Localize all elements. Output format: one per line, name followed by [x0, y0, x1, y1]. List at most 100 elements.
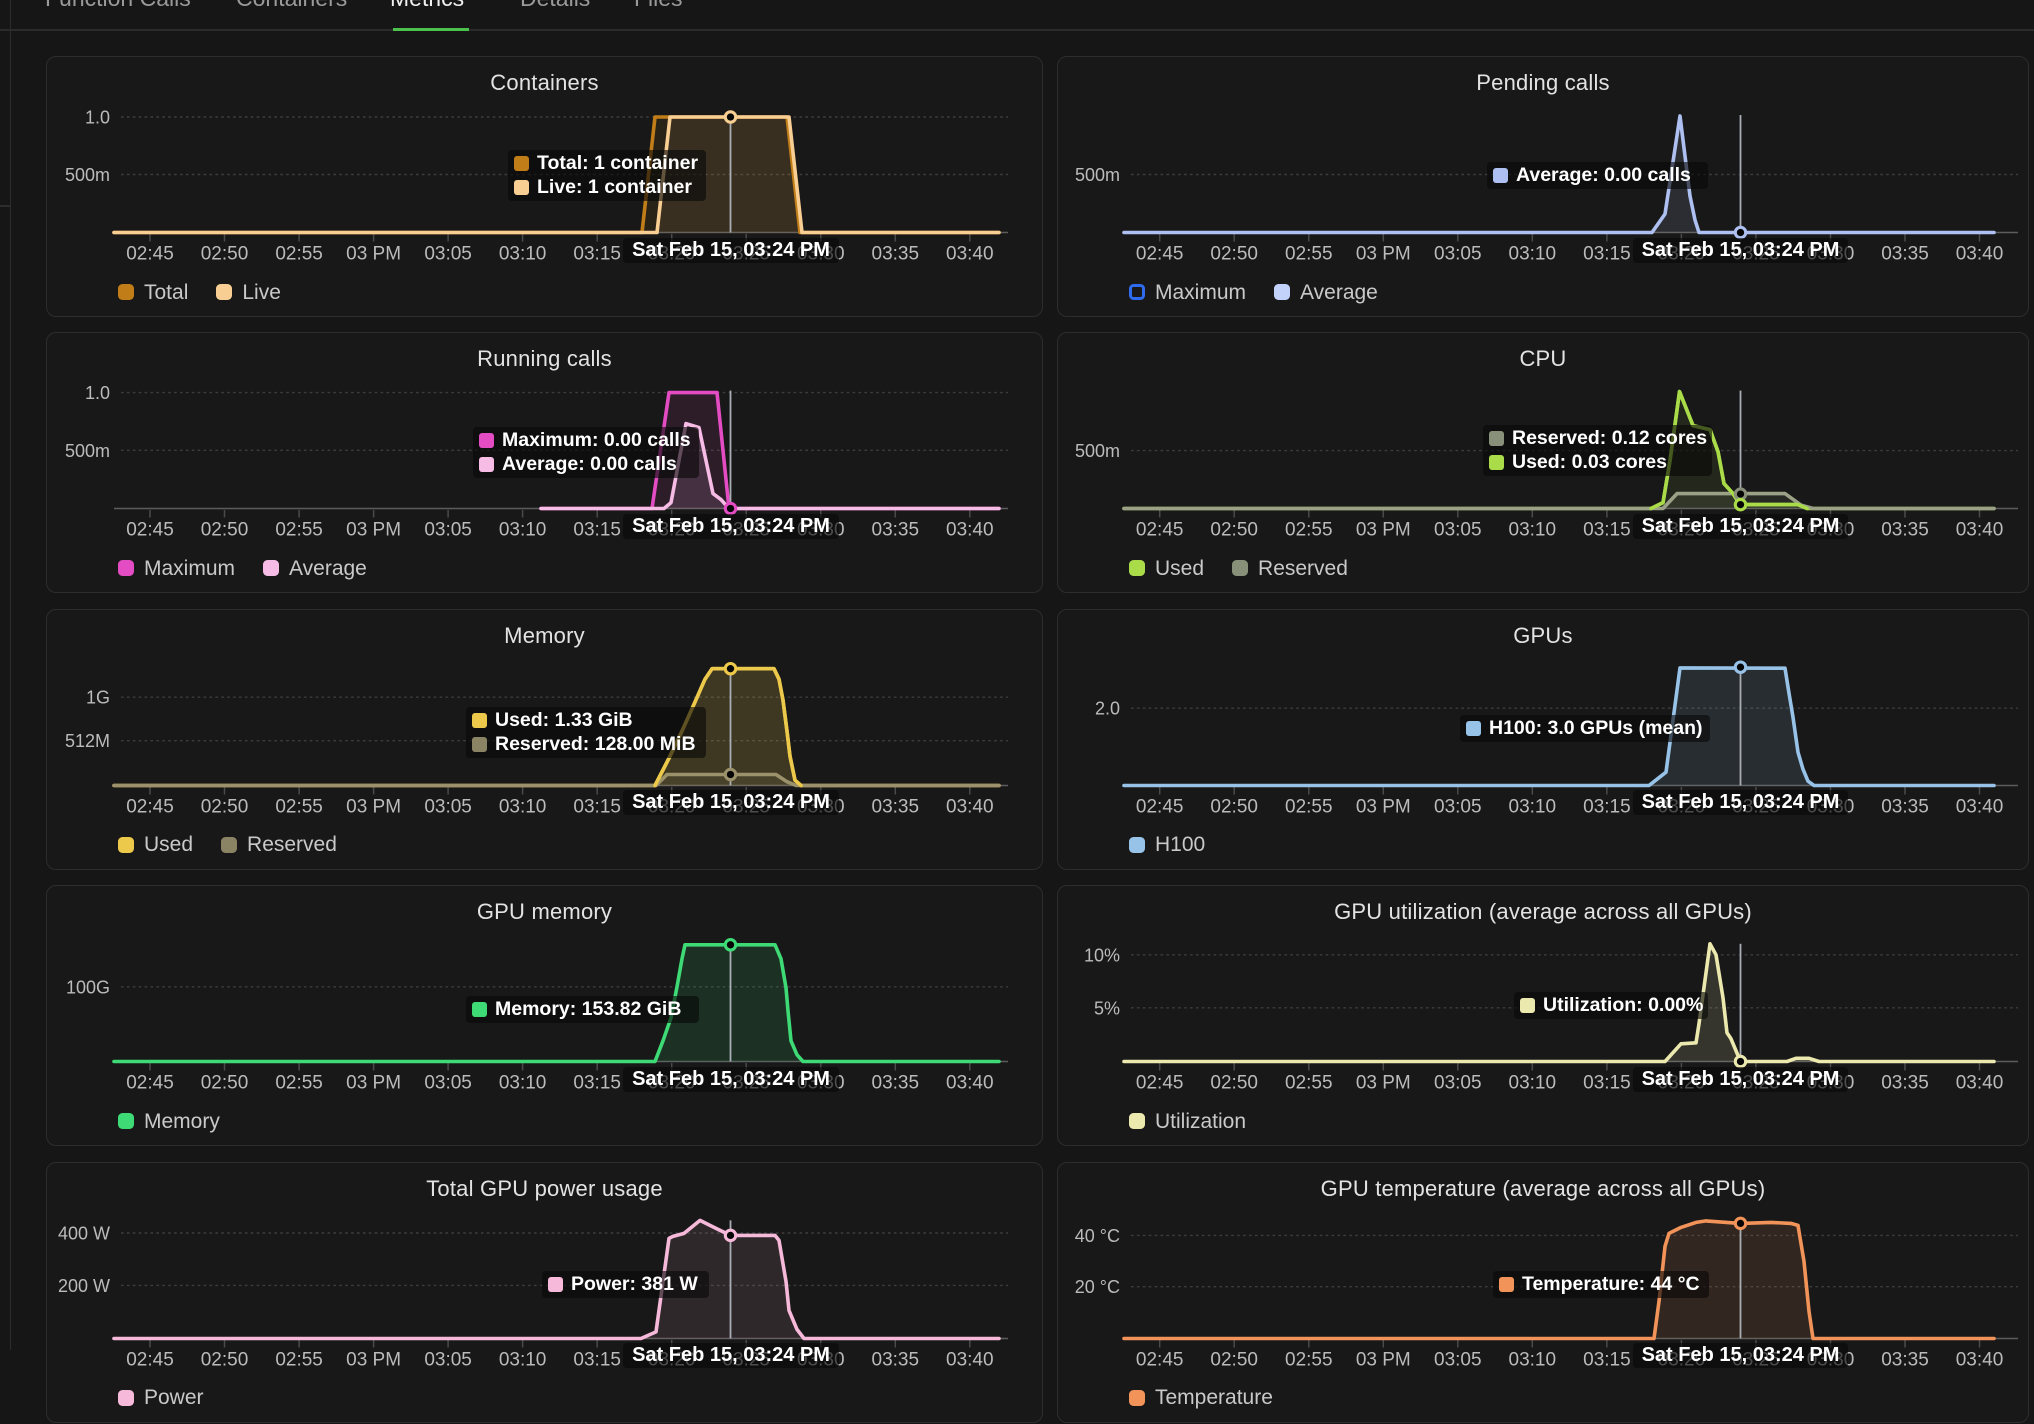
svg-text:02:45: 02:45: [1136, 520, 1184, 541]
svg-text:02:50: 02:50: [1210, 244, 1258, 265]
svg-text:02:50: 02:50: [1210, 1073, 1258, 1094]
svg-text:2.0: 2.0: [1095, 698, 1120, 718]
svg-text:02:45: 02:45: [1136, 1349, 1184, 1370]
svg-text:40 °C: 40 °C: [1075, 1225, 1120, 1245]
svg-text:03:35: 03:35: [1881, 1073, 1929, 1094]
svg-text:02:50: 02:50: [201, 796, 249, 817]
svg-text:03:05: 03:05: [424, 244, 472, 265]
svg-text:03 PM: 03 PM: [346, 796, 401, 817]
svg-text:03:10: 03:10: [1509, 796, 1557, 817]
svg-text:03:10: 03:10: [499, 1073, 547, 1094]
svg-text:20 °C: 20 °C: [1075, 1277, 1120, 1297]
svg-text:03:40: 03:40: [946, 796, 994, 817]
svg-text:03:10: 03:10: [499, 244, 547, 265]
svg-text:500m: 500m: [65, 441, 110, 461]
svg-text:03:10: 03:10: [1509, 1073, 1557, 1094]
svg-text:03 PM: 03 PM: [346, 244, 401, 265]
svg-text:03:10: 03:10: [499, 796, 547, 817]
svg-text:03:40: 03:40: [1956, 796, 2004, 817]
svg-text:03:15: 03:15: [573, 1073, 621, 1094]
svg-text:02:55: 02:55: [275, 1073, 323, 1094]
svg-text:02:50: 02:50: [201, 520, 249, 541]
svg-text:02:50: 02:50: [1210, 1349, 1258, 1370]
svg-text:03:40: 03:40: [946, 244, 994, 265]
svg-text:02:55: 02:55: [275, 796, 323, 817]
svg-text:03:40: 03:40: [946, 1349, 994, 1370]
svg-text:02:55: 02:55: [1285, 1073, 1333, 1094]
svg-text:02:45: 02:45: [126, 520, 174, 541]
svg-text:03:15: 03:15: [573, 520, 621, 541]
svg-text:02:50: 02:50: [201, 1349, 249, 1370]
svg-text:1G: 1G: [86, 687, 110, 707]
svg-text:03:05: 03:05: [424, 520, 472, 541]
svg-text:03:40: 03:40: [1956, 1349, 2004, 1370]
svg-text:03 PM: 03 PM: [1356, 520, 1411, 541]
svg-text:03:35: 03:35: [872, 520, 920, 541]
svg-text:02:45: 02:45: [1136, 1073, 1184, 1094]
svg-text:1.0: 1.0: [85, 108, 110, 128]
svg-text:02:45: 02:45: [126, 244, 174, 265]
svg-text:03:05: 03:05: [1434, 1073, 1482, 1094]
svg-text:03:05: 03:05: [424, 796, 472, 817]
svg-text:03:15: 03:15: [573, 1349, 621, 1370]
svg-text:02:45: 02:45: [1136, 244, 1184, 265]
svg-text:100G: 100G: [66, 977, 110, 997]
svg-text:03:15: 03:15: [1583, 244, 1631, 265]
svg-text:03 PM: 03 PM: [1356, 1073, 1411, 1094]
svg-text:03:10: 03:10: [1509, 244, 1557, 265]
svg-text:03:15: 03:15: [573, 244, 621, 265]
svg-text:03:05: 03:05: [1434, 1349, 1482, 1370]
svg-text:02:55: 02:55: [1285, 244, 1333, 265]
svg-text:03:40: 03:40: [946, 1073, 994, 1094]
svg-text:200 W: 200 W: [58, 1275, 110, 1295]
svg-text:03:40: 03:40: [1956, 520, 2004, 541]
svg-text:02:55: 02:55: [275, 520, 323, 541]
svg-text:500m: 500m: [1075, 165, 1120, 185]
svg-text:5%: 5%: [1094, 998, 1120, 1018]
svg-text:03:15: 03:15: [1583, 520, 1631, 541]
svg-text:03:35: 03:35: [872, 796, 920, 817]
svg-text:03:05: 03:05: [424, 1349, 472, 1370]
svg-text:500m: 500m: [1075, 441, 1120, 461]
svg-text:512M: 512M: [65, 731, 110, 751]
svg-text:1.0: 1.0: [85, 383, 110, 403]
svg-text:02:50: 02:50: [1210, 520, 1258, 541]
svg-text:03:35: 03:35: [1881, 796, 1929, 817]
svg-text:03 PM: 03 PM: [1356, 244, 1411, 265]
svg-text:03:35: 03:35: [872, 1349, 920, 1370]
svg-text:02:55: 02:55: [275, 244, 323, 265]
svg-text:03:05: 03:05: [1434, 520, 1482, 541]
svg-text:02:50: 02:50: [201, 244, 249, 265]
svg-text:03:15: 03:15: [1583, 1073, 1631, 1094]
svg-text:03 PM: 03 PM: [346, 520, 401, 541]
svg-text:03:40: 03:40: [1956, 244, 2004, 265]
svg-text:03:35: 03:35: [872, 1073, 920, 1094]
svg-text:03:10: 03:10: [1509, 520, 1557, 541]
svg-text:03:10: 03:10: [499, 1349, 547, 1370]
svg-text:03 PM: 03 PM: [346, 1349, 401, 1370]
svg-text:500m: 500m: [65, 165, 110, 185]
svg-text:03:05: 03:05: [1434, 244, 1482, 265]
svg-text:03:35: 03:35: [872, 244, 920, 265]
svg-text:02:45: 02:45: [126, 1349, 174, 1370]
svg-text:10%: 10%: [1084, 945, 1120, 965]
svg-text:02:50: 02:50: [201, 1073, 249, 1094]
svg-text:02:55: 02:55: [1285, 520, 1333, 541]
svg-text:03:40: 03:40: [1956, 1073, 2004, 1094]
svg-text:03:35: 03:35: [1881, 520, 1929, 541]
svg-text:03:05: 03:05: [1434, 796, 1482, 817]
svg-text:02:55: 02:55: [275, 1349, 323, 1370]
svg-text:03:35: 03:35: [1881, 244, 1929, 265]
svg-text:02:45: 02:45: [1136, 796, 1184, 817]
svg-text:03:10: 03:10: [1509, 1349, 1557, 1370]
svg-text:02:55: 02:55: [1285, 1349, 1333, 1370]
svg-text:400 W: 400 W: [58, 1223, 110, 1243]
svg-text:02:45: 02:45: [126, 796, 174, 817]
svg-text:03 PM: 03 PM: [1356, 1349, 1411, 1370]
svg-text:03 PM: 03 PM: [1356, 796, 1411, 817]
svg-text:02:55: 02:55: [1285, 796, 1333, 817]
svg-text:03:10: 03:10: [499, 520, 547, 541]
svg-text:03:15: 03:15: [573, 796, 621, 817]
svg-text:03:05: 03:05: [424, 1073, 472, 1094]
svg-text:03 PM: 03 PM: [346, 1073, 401, 1094]
